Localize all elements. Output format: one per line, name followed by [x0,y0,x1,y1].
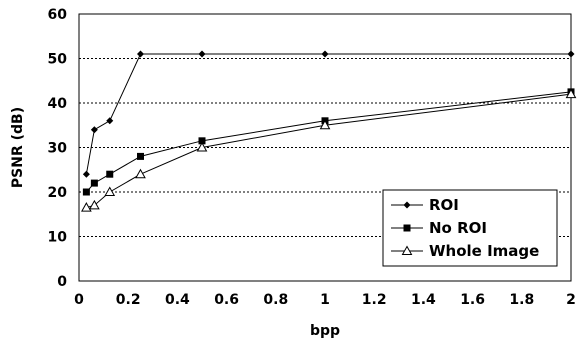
x-axis-tick-labels: 0 0.2 0.4 0.6 0.8 1 1.2 1.4 1.6 1.8 2 [74,292,576,308]
y-tick-label: 20 [48,185,68,201]
plot-area-frame [78,13,572,282]
data-point-no-roi [106,170,114,178]
y-tick-label: 30 [48,141,68,157]
series-line-roi [85,53,571,175]
legend-item-roi: ROI [391,196,459,214]
data-point-roi [90,126,98,134]
legend-marker-no-roi [403,224,411,232]
y-tick-label: 0 [57,274,67,290]
data-point-no-roi [90,179,98,187]
data-point-no-roi [82,188,90,196]
grid-layer [79,58,571,237]
x-tick-label: 0.2 [116,292,141,308]
legend-marker-roi [403,201,411,209]
legend: ROI No ROI Whole Image [382,189,558,267]
x-tick-label: 1.4 [411,292,436,308]
data-point-whole-image [135,168,146,179]
x-tick-label: 0.6 [214,292,239,308]
series-whole-image [81,88,577,212]
data-point-roi [137,50,144,58]
data-point-whole-image [319,119,331,130]
legend-label-no-roi: No ROI [429,219,487,237]
legend-items: ROI No ROI Whole Image [391,196,539,260]
x-tick-label: 0 [74,292,84,308]
x-tick-label: 1.8 [509,292,534,308]
data-point-roi [82,170,90,178]
legend-item-whole-image: Whole Image [391,242,539,260]
x-tick-label: 2 [566,292,576,308]
data-point-roi [198,50,206,58]
legend-item-no-roi: No ROI [391,219,487,237]
data-point-whole-image [81,202,92,212]
y-axis-tick-labels: 0 10 20 30 40 50 60 [48,7,68,290]
y-tick-label: 40 [48,96,68,112]
data-point-no-roi [137,152,144,160]
legend-label-roi: ROI [429,196,459,214]
data-point-roi [106,117,114,125]
data-point-whole-image [196,141,208,152]
legend-marker-whole-image [401,245,413,255]
data-point-roi [321,50,329,58]
series-line-no-roi [86,91,572,193]
series-no-roi [82,88,575,196]
data-point-whole-image [89,199,100,210]
x-tick-label: 1.2 [362,292,387,308]
data-point-no-roi [198,137,206,145]
x-axis-label: bpp [310,323,340,339]
data-point-whole-image [104,186,116,196]
y-tick-label: 10 [48,230,68,246]
series-roi [82,50,575,178]
legend-label-whole-image: Whole Image [429,242,539,260]
x-tick-label: 1 [320,292,330,308]
x-tick-label: 0.8 [263,292,288,308]
data-point-whole-image [565,88,577,99]
data-point-roi [567,50,575,58]
y-axis-label: PSNR (dB) [10,107,26,188]
x-tick-label: 0.4 [165,292,190,308]
y-tick-label: 50 [48,52,68,68]
y-tick-label: 60 [48,7,68,23]
series-layer [81,50,577,212]
x-tick-label: 1.6 [460,292,485,308]
